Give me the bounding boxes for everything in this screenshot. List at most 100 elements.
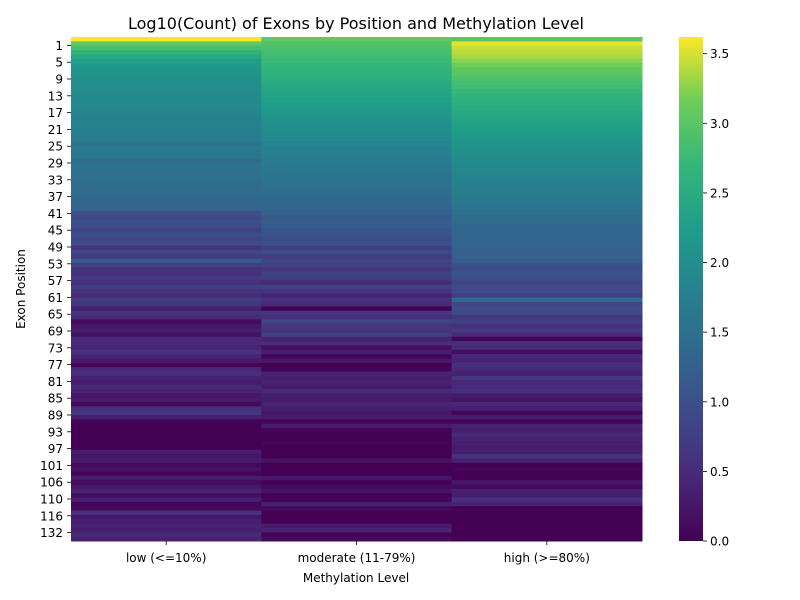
heatmap-cell bbox=[71, 262, 262, 268]
heatmap-cell bbox=[451, 523, 643, 529]
heatmap-cell bbox=[261, 45, 453, 51]
heatmap-cell bbox=[261, 258, 453, 264]
heatmap-cell bbox=[71, 275, 262, 281]
heatmap-cell bbox=[451, 145, 643, 151]
heatmap-cell bbox=[71, 141, 262, 147]
heatmap-cell bbox=[451, 297, 643, 303]
heatmap-cell bbox=[261, 232, 453, 238]
heatmap-cell bbox=[451, 249, 643, 255]
heatmap-cell bbox=[451, 180, 643, 186]
heatmap-cell bbox=[71, 232, 262, 238]
heatmap-cell bbox=[451, 432, 643, 438]
heatmap-cell bbox=[71, 163, 262, 168]
heatmap-cell bbox=[71, 228, 262, 234]
heatmap-cell bbox=[71, 293, 262, 299]
heatmap-cell bbox=[451, 54, 643, 60]
heatmap-cell bbox=[261, 54, 453, 60]
heatmap-cell bbox=[71, 319, 262, 325]
heatmap-cell bbox=[71, 110, 262, 116]
heatmap-cell bbox=[261, 80, 453, 86]
heatmap-cell bbox=[261, 419, 453, 425]
heatmap-cell bbox=[261, 136, 453, 142]
heatmap-cell bbox=[261, 384, 453, 390]
y-tick-label: 85 bbox=[48, 392, 63, 406]
heatmap-cell bbox=[261, 449, 453, 455]
heatmap-cell bbox=[261, 332, 453, 338]
heatmap-cell bbox=[71, 123, 262, 129]
heatmap-cell bbox=[451, 71, 643, 77]
heatmap-cell bbox=[71, 197, 262, 203]
heatmap-cell bbox=[71, 193, 262, 199]
heatmap-cell bbox=[261, 110, 453, 116]
heatmap-cell bbox=[71, 536, 262, 542]
y-tick-label: 73 bbox=[48, 341, 63, 355]
heatmap-cell bbox=[261, 280, 453, 286]
heatmap-cell bbox=[451, 215, 643, 220]
heatmap-cell bbox=[261, 67, 453, 73]
y-tick-label: 106 bbox=[40, 476, 63, 490]
heatmap-cell bbox=[71, 354, 262, 360]
heatmap-cell bbox=[451, 58, 643, 64]
heatmap-cell bbox=[451, 141, 643, 147]
heatmap-cell bbox=[71, 180, 262, 186]
heatmap-cell bbox=[71, 375, 262, 381]
heatmap-cell bbox=[261, 519, 453, 525]
heatmap-cell bbox=[71, 236, 262, 242]
heatmap-cell bbox=[451, 441, 643, 446]
heatmap-cell bbox=[261, 262, 453, 268]
heatmap-cell bbox=[71, 510, 262, 516]
heatmap-cell bbox=[261, 128, 453, 134]
heatmap-cell bbox=[261, 375, 453, 381]
heatmap-cell bbox=[451, 171, 643, 177]
heatmap-cell bbox=[451, 423, 643, 429]
y-tick-label: 41 bbox=[48, 207, 63, 221]
heatmap-cell bbox=[261, 267, 453, 273]
heatmap-cell bbox=[261, 141, 453, 147]
heatmap-cell bbox=[261, 180, 453, 186]
heatmap-cell bbox=[451, 380, 643, 386]
heatmap-cell bbox=[451, 228, 643, 234]
heatmap-cell bbox=[261, 306, 453, 312]
heatmap-cell bbox=[451, 375, 643, 381]
heatmap-cell bbox=[261, 93, 453, 99]
y-tick-label: 17 bbox=[48, 106, 63, 120]
heatmap-cell bbox=[451, 532, 643, 538]
heatmap-cell bbox=[71, 215, 262, 220]
heatmap-cell bbox=[451, 401, 643, 407]
heatmap-cell bbox=[451, 371, 643, 377]
heatmap-cell bbox=[451, 501, 643, 507]
heatmap-cell bbox=[71, 58, 262, 64]
heatmap-cell bbox=[451, 449, 643, 455]
heatmap-cell bbox=[451, 102, 643, 108]
heatmap-cell bbox=[451, 458, 643, 464]
heatmap-cell bbox=[451, 310, 643, 316]
heatmap-cell bbox=[261, 527, 453, 533]
heatmap-cell bbox=[261, 115, 453, 121]
heatmap-cell bbox=[261, 202, 453, 207]
y-tick-label: 69 bbox=[48, 325, 63, 339]
heatmap-cell bbox=[451, 345, 643, 351]
heatmap-cell bbox=[451, 206, 643, 212]
heatmap-cell bbox=[261, 501, 453, 507]
heatmap-cell bbox=[451, 280, 643, 286]
heatmap-cell bbox=[451, 193, 643, 199]
heatmap-cell bbox=[451, 419, 643, 425]
heatmap-cell bbox=[261, 206, 453, 212]
heatmap-cell bbox=[451, 132, 643, 138]
heatmap-cell bbox=[261, 323, 453, 329]
heatmap-cell bbox=[261, 41, 453, 47]
heatmap-cell bbox=[261, 436, 453, 442]
heatmap-cell bbox=[451, 115, 643, 121]
heatmap-cell bbox=[261, 254, 453, 260]
heatmap-cell bbox=[451, 223, 643, 229]
heatmap-cell bbox=[451, 514, 643, 520]
heatmap-cell bbox=[71, 493, 262, 499]
heatmap-cell bbox=[261, 345, 453, 351]
heatmap-cell bbox=[261, 197, 453, 203]
heatmap-cell bbox=[451, 258, 643, 264]
heatmap-cell bbox=[261, 362, 453, 368]
y-tick-label: 37 bbox=[48, 190, 63, 204]
y-tick-label: 81 bbox=[48, 375, 63, 389]
heatmap-cell bbox=[71, 454, 262, 459]
heatmap-cell bbox=[451, 63, 643, 68]
